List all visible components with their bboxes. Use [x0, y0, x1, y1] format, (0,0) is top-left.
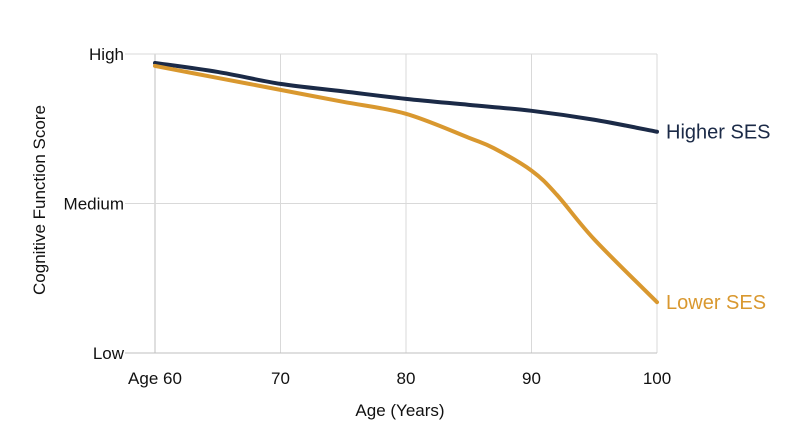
tick-labels: Age 60 70 80 90 100 Low Medium High Higher SES Lo… — [64, 45, 771, 388]
x-tick-label-70: 70 — [271, 369, 290, 388]
x-tick-label-90: 90 — [522, 369, 541, 388]
y-tick-label-high: High — [89, 45, 124, 64]
y-tick-label-low: Low — [93, 344, 125, 363]
x-tick-label-60: Age 60 — [128, 369, 182, 388]
series-line-higher-ses — [153, 60, 659, 134]
y-axis-title: Cognitive Function Score — [30, 105, 49, 295]
series-lines — [153, 60, 659, 305]
x-axis-title: Age (Years) — [355, 401, 444, 420]
series-label-lower-ses: Lower SES — [666, 292, 766, 314]
series-line-lower-ses — [153, 63, 659, 305]
grid — [125, 53, 658, 354]
series-label-higher-ses: Higher SES — [666, 122, 771, 144]
x-tick-label-100: 100 — [643, 369, 671, 388]
y-tick-label-medium: Medium — [64, 195, 124, 214]
x-tick-label-80: 80 — [397, 369, 416, 388]
